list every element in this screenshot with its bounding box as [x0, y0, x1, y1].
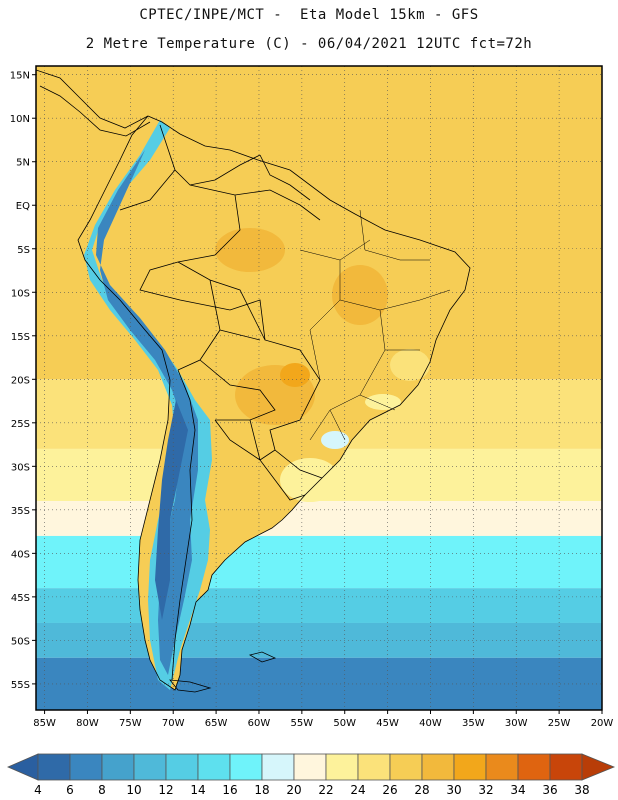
longitude-labels: 85W 80W 75W 70W 65W 60W 55W 50W 45W 40W 35W 30W 25W 2… [33, 710, 613, 729]
brazil-border [139, 184, 323, 479]
argentina-chile-borders [171, 369, 306, 681]
colorbar-swatch [357, 753, 391, 781]
colorbar-swatch [421, 753, 455, 781]
hot-patch-central-brazil [332, 265, 388, 325]
lon-label: 20W [591, 718, 614, 729]
lat-label: 30S [11, 462, 30, 473]
colorbar-tick-label: 24 [350, 783, 365, 797]
ocean-band-6 [36, 622, 602, 658]
cool-patch-minas [390, 349, 430, 381]
lon-label: 55W [291, 718, 314, 729]
lon-label: 85W [33, 718, 56, 729]
colorbar-tick-label: 34 [510, 783, 525, 797]
colombia-venezuela-borders [119, 124, 311, 211]
colorbar-tick-label: 10 [126, 783, 141, 797]
bolivia-peru-borders [177, 261, 276, 421]
andes-coldest-core [155, 400, 188, 620]
colorbar-swatch [133, 753, 167, 781]
colorbar-tick-label: 36 [542, 783, 557, 797]
colorbar-swatch [197, 753, 231, 781]
colorbar-swatch [389, 753, 423, 781]
coastline [77, 115, 471, 691]
andes-cold-core [96, 150, 198, 675]
lat-label: 5S [17, 245, 30, 256]
colorbar-tick-label: 20 [286, 783, 301, 797]
map-title-line-1: CPTEC/INPE/MCT - Eta Model 15km - GFS [139, 7, 479, 23]
lon-label: 50W [333, 718, 356, 729]
colorbar-tick-label: 8 [98, 783, 106, 797]
lat-label: 10S [11, 288, 30, 299]
colorbar-swatch [229, 753, 263, 781]
central-america-landmass [36, 70, 150, 136]
lon-label: 65W [205, 718, 228, 729]
hot-patch-north [215, 228, 285, 272]
lon-label: 75W [119, 718, 142, 729]
falklands [248, 651, 277, 663]
latitude-labels: 15N 10N 5N EQ 5S 10S 15S 20S 25S 30S 35S 40S 45S 50S 5… [10, 71, 36, 691]
colorbar-tick-label: 18 [254, 783, 269, 797]
lat-label: EQ [16, 201, 30, 212]
colorbar-tick-label: 4 [34, 783, 42, 797]
colorbar-tick-label: 30 [446, 783, 461, 797]
lon-label: 35W [462, 718, 485, 729]
lat-label: 55S [11, 680, 30, 691]
lat-label: 5N [16, 158, 30, 169]
ocean-band-3 [36, 501, 602, 536]
lon-label: 40W [419, 718, 442, 729]
colorbar-swatch [261, 753, 295, 781]
cool-patch-south-brazil [321, 431, 349, 449]
ocean-band-5 [36, 588, 602, 623]
lon-label: 70W [162, 718, 185, 729]
colorbar-tick-label: 12 [158, 783, 173, 797]
lon-label: 80W [76, 718, 99, 729]
hot-patch-mato-grosso [280, 363, 310, 387]
colorbar-swatch [453, 753, 487, 781]
colorbar-swatch [101, 753, 135, 781]
colorbar-swatch [293, 753, 327, 781]
ocean-band-4 [36, 535, 602, 589]
colorbar-tick-label: 28 [414, 783, 429, 797]
graticule [36, 66, 602, 710]
colorbar-swatch [549, 753, 583, 781]
lon-label: 60W [248, 718, 271, 729]
lon-label: 30W [505, 718, 528, 729]
lat-label: 15N [10, 71, 30, 82]
lat-label: 10N [10, 114, 30, 125]
colorbar-tick-label: 6 [66, 783, 74, 797]
lat-label: 15S [11, 332, 30, 343]
colorbar-tick-label: 14 [190, 783, 205, 797]
map-frame [35, 65, 603, 711]
tierra-del-fuego [169, 679, 212, 693]
lat-label: 35S [11, 506, 30, 517]
lat-label: 50S [11, 636, 30, 647]
cool-patch-southeast-brazil [365, 394, 401, 410]
lat-label: 25S [11, 419, 30, 430]
central-america-coast [36, 69, 151, 137]
colorbar-under-arrow [6, 753, 39, 781]
brazil-states [299, 209, 451, 441]
colorbar-tick-label: 32 [478, 783, 493, 797]
colorbar-swatch [485, 753, 519, 781]
temperature-colorbar: 4 6 8 10 12 14 16 18 20 22 24 26 28 30 32 34 36 38 [6, 753, 616, 797]
country-borders [36, 69, 471, 693]
temperature-field [36, 66, 602, 710]
colorbar-swatch [325, 753, 359, 781]
colorbar-tick-label: 16 [222, 783, 237, 797]
lat-label: 45S [11, 593, 30, 604]
lat-label: 20S [11, 375, 30, 386]
colorbar-tick-label: 26 [382, 783, 397, 797]
lon-label: 45W [376, 718, 399, 729]
colorbar-swatch [517, 753, 551, 781]
cool-patch-rio-grande [280, 458, 340, 502]
colorbar-swatch [165, 753, 199, 781]
colorbar-swatch [37, 753, 71, 781]
colorbar-over-arrow [581, 753, 616, 781]
lat-label: 40S [11, 549, 30, 560]
colorbar-tick-label: 22 [318, 783, 333, 797]
colorbar-tick-label: 38 [574, 783, 589, 797]
map-title-line-2: 2 Metre Temperature (C) - 06/04/2021 12U… [85, 36, 533, 52]
lon-label: 25W [548, 718, 571, 729]
colorbar-swatch [69, 753, 103, 781]
